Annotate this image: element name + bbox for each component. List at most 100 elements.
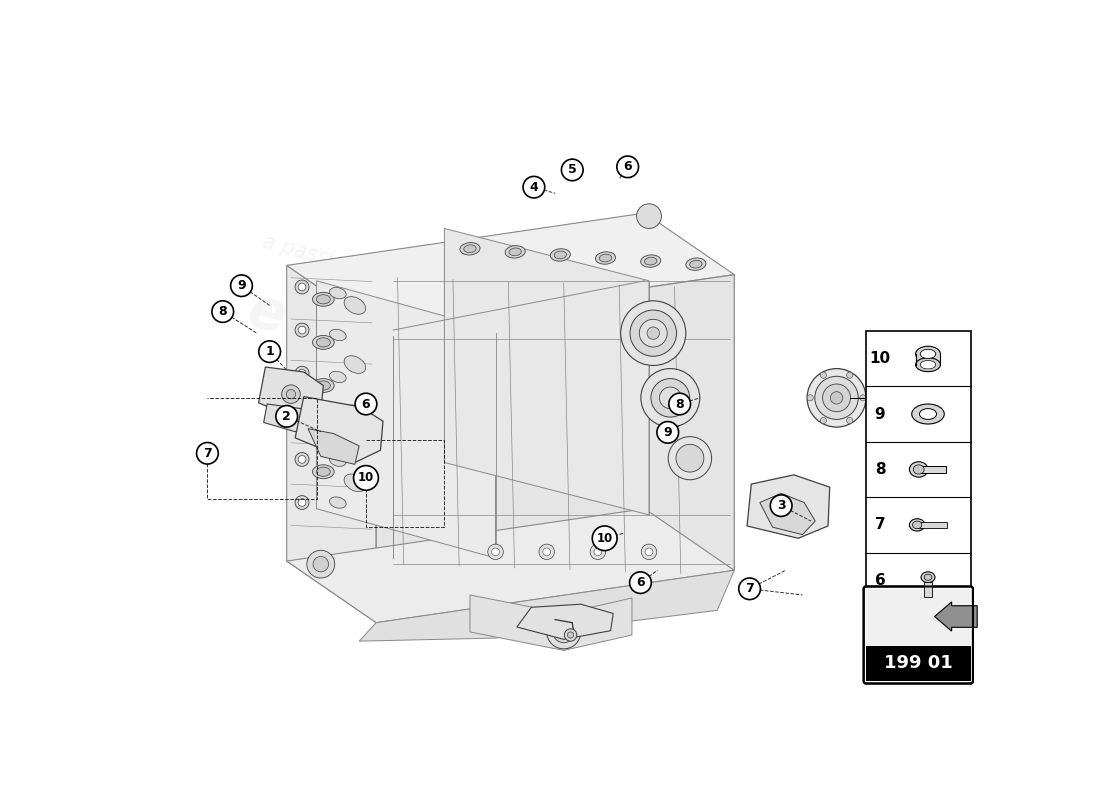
Circle shape	[830, 392, 843, 404]
Circle shape	[298, 370, 306, 377]
Ellipse shape	[317, 467, 330, 476]
Circle shape	[660, 387, 681, 409]
FancyBboxPatch shape	[864, 586, 974, 683]
Circle shape	[657, 422, 679, 443]
Polygon shape	[317, 281, 495, 558]
Ellipse shape	[312, 335, 334, 350]
Text: 9: 9	[874, 406, 886, 422]
Ellipse shape	[330, 330, 346, 341]
Circle shape	[594, 548, 602, 556]
Text: 9: 9	[663, 426, 672, 439]
Bar	[918, 466, 946, 474]
Polygon shape	[359, 570, 735, 641]
Ellipse shape	[554, 251, 566, 259]
Circle shape	[647, 327, 660, 339]
Bar	[866, 331, 970, 608]
Circle shape	[620, 301, 685, 366]
Text: 7: 7	[204, 446, 212, 460]
Ellipse shape	[921, 572, 935, 582]
Circle shape	[286, 390, 296, 398]
Circle shape	[651, 378, 690, 417]
Ellipse shape	[915, 358, 940, 372]
Polygon shape	[258, 367, 323, 422]
FancyArrow shape	[935, 602, 977, 631]
Text: 8: 8	[675, 398, 684, 410]
Circle shape	[847, 372, 852, 378]
Ellipse shape	[924, 574, 932, 580]
Text: 10: 10	[358, 471, 374, 485]
Ellipse shape	[317, 424, 330, 434]
Bar	[924, 582, 932, 598]
Ellipse shape	[685, 258, 706, 270]
Ellipse shape	[330, 497, 346, 508]
Ellipse shape	[464, 245, 476, 253]
Circle shape	[307, 550, 334, 578]
Circle shape	[295, 323, 309, 337]
Circle shape	[860, 394, 866, 401]
Circle shape	[547, 615, 581, 649]
Text: 5: 5	[568, 163, 576, 177]
Ellipse shape	[344, 356, 365, 374]
Circle shape	[353, 466, 378, 490]
Circle shape	[524, 176, 544, 198]
Circle shape	[487, 544, 504, 559]
Text: 4: 4	[529, 181, 538, 194]
Ellipse shape	[330, 413, 346, 425]
Circle shape	[645, 548, 653, 556]
Circle shape	[298, 413, 306, 420]
Ellipse shape	[600, 254, 612, 262]
Ellipse shape	[317, 294, 330, 304]
Circle shape	[807, 369, 866, 427]
Circle shape	[815, 376, 858, 419]
Polygon shape	[287, 213, 735, 327]
Ellipse shape	[550, 249, 571, 261]
Circle shape	[295, 453, 309, 466]
Circle shape	[298, 455, 306, 463]
Circle shape	[212, 301, 233, 322]
Circle shape	[258, 341, 280, 362]
Ellipse shape	[330, 455, 346, 466]
Polygon shape	[470, 595, 631, 650]
Circle shape	[298, 326, 306, 334]
Ellipse shape	[910, 462, 928, 477]
Circle shape	[295, 366, 309, 380]
Circle shape	[668, 437, 712, 480]
Circle shape	[617, 156, 638, 178]
Text: 9: 9	[238, 279, 245, 292]
Polygon shape	[444, 229, 649, 515]
Circle shape	[492, 548, 499, 556]
Ellipse shape	[509, 248, 521, 256]
Polygon shape	[295, 397, 383, 462]
Circle shape	[821, 372, 826, 378]
Circle shape	[807, 394, 813, 401]
Bar	[915, 354, 940, 365]
Ellipse shape	[312, 465, 334, 478]
Text: 10: 10	[869, 351, 891, 366]
Ellipse shape	[344, 415, 365, 433]
Polygon shape	[517, 604, 613, 639]
Circle shape	[564, 629, 576, 641]
Text: 3: 3	[777, 499, 785, 512]
Ellipse shape	[344, 297, 365, 314]
Ellipse shape	[920, 409, 936, 419]
Text: 199 01: 199 01	[884, 654, 953, 672]
Bar	[866, 646, 970, 681]
Circle shape	[276, 406, 297, 427]
Polygon shape	[376, 274, 735, 622]
Circle shape	[298, 498, 306, 506]
Circle shape	[739, 578, 760, 599]
Circle shape	[295, 496, 309, 510]
Polygon shape	[747, 475, 829, 538]
Text: 8: 8	[219, 305, 227, 318]
Circle shape	[282, 385, 300, 403]
Polygon shape	[287, 266, 376, 622]
Ellipse shape	[330, 287, 346, 298]
Text: 6: 6	[874, 573, 886, 588]
Text: 2: 2	[283, 410, 292, 423]
Text: 8: 8	[874, 462, 886, 477]
Ellipse shape	[317, 381, 330, 390]
Circle shape	[641, 544, 657, 559]
Circle shape	[847, 418, 852, 423]
Ellipse shape	[312, 422, 334, 435]
Circle shape	[314, 557, 329, 572]
